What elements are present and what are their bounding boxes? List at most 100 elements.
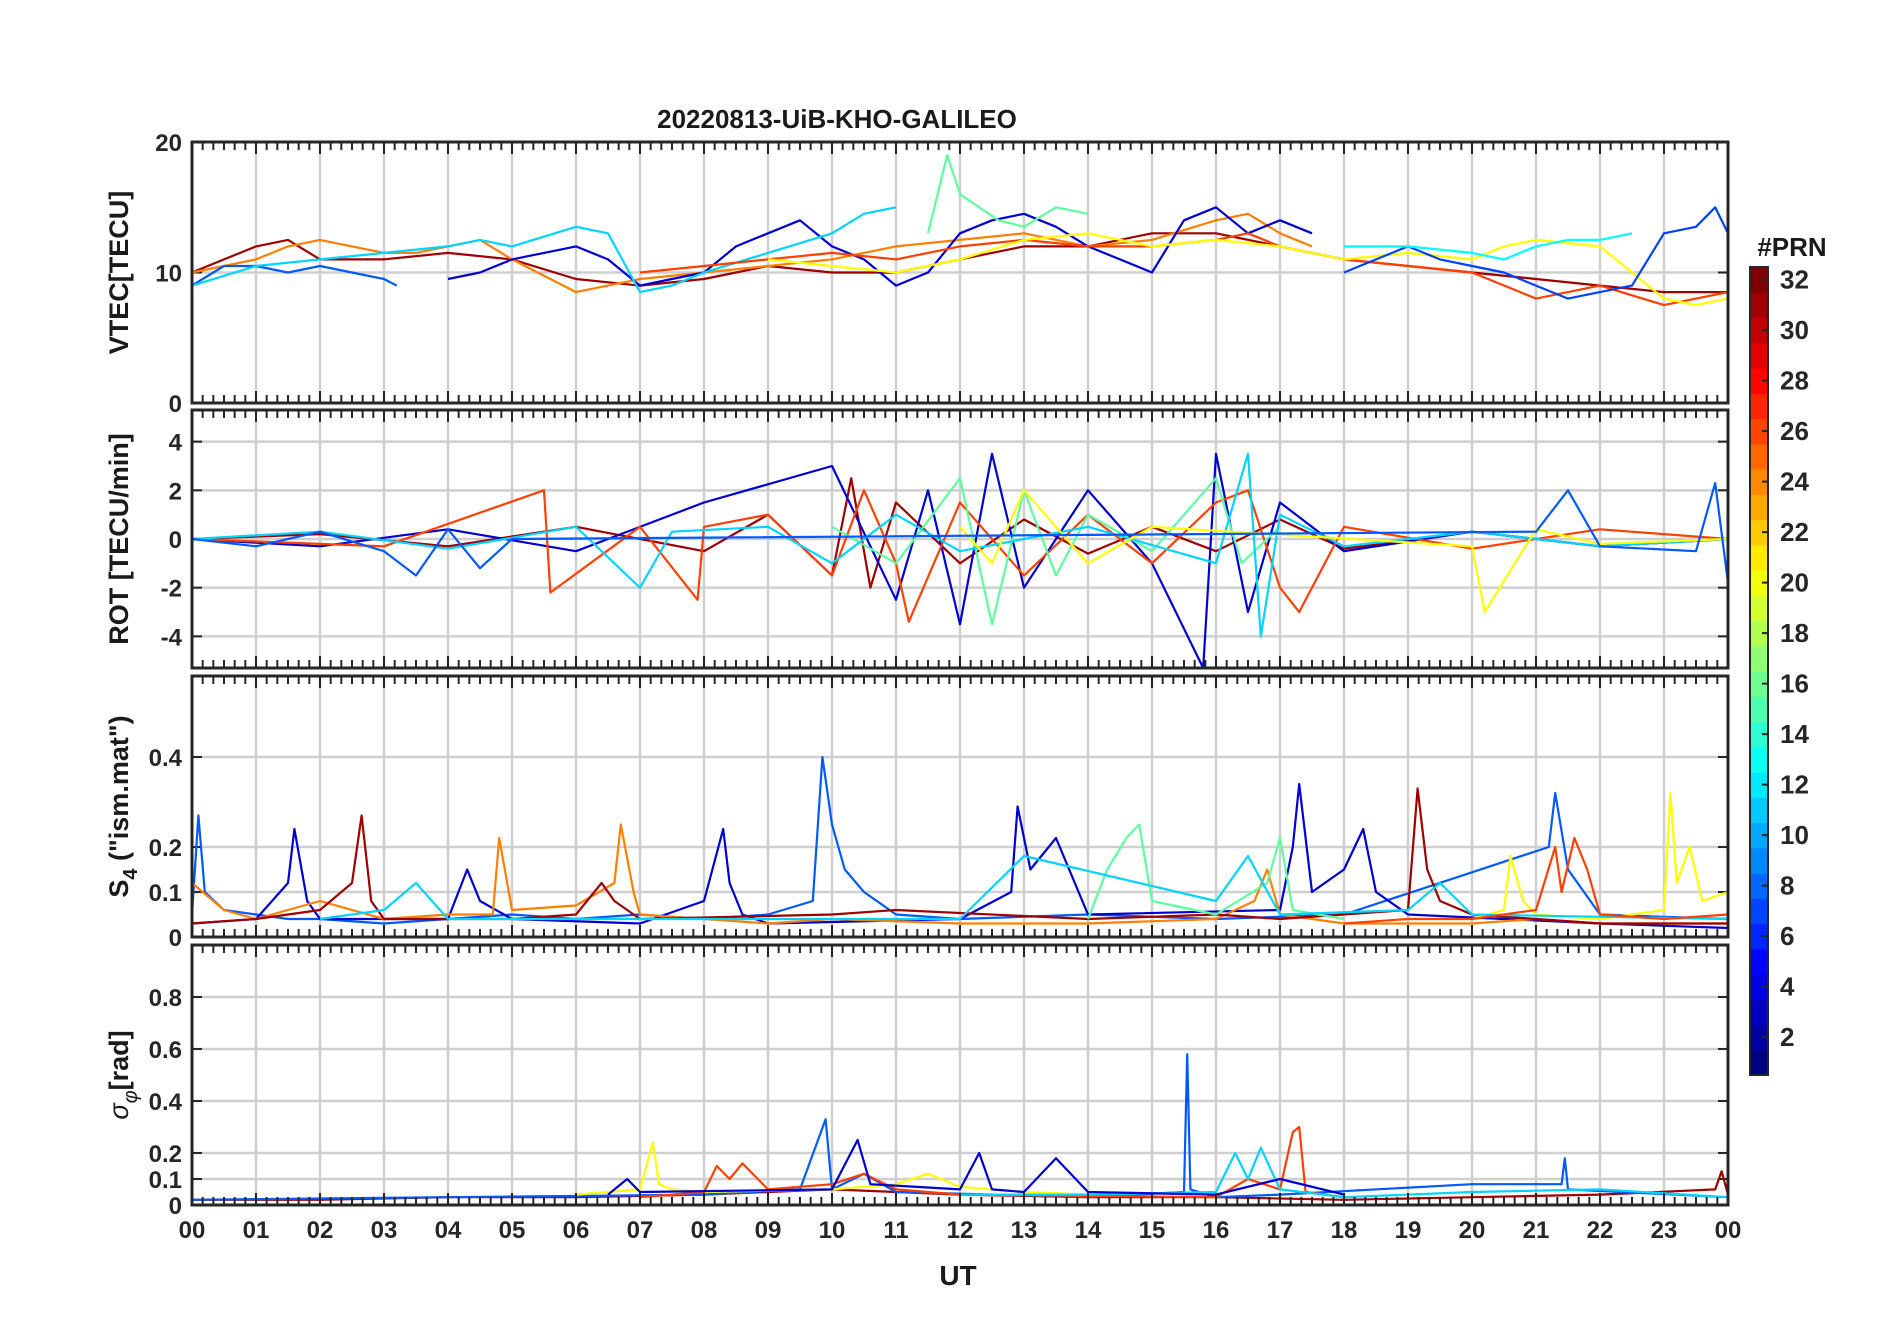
series-line-prn-15 xyxy=(831,477,1281,626)
x-tick-label: 12 xyxy=(947,1217,974,1244)
series-group xyxy=(192,755,1728,930)
colorbar-swatch xyxy=(1750,292,1768,319)
colorbar-swatch xyxy=(1750,418,1768,445)
x-tick-label: 08 xyxy=(691,1217,718,1244)
colorbar-tick-label: 20 xyxy=(1780,568,1809,598)
series-line-prn-15 xyxy=(926,154,1089,234)
series-line-prn-3 xyxy=(447,206,1313,287)
x-tick-label: 22 xyxy=(1587,1217,1614,1244)
colorbar-swatch xyxy=(1750,1024,1768,1051)
x-tick-label: 18 xyxy=(1331,1217,1358,1244)
colorbar-swatch xyxy=(1750,772,1768,798)
colorbar-tick-label: 30 xyxy=(1780,315,1809,345)
series-line-prn-11 xyxy=(192,206,897,294)
series-line-prn-26 xyxy=(639,232,1728,307)
series-line-prn-15 xyxy=(1086,823,1345,921)
colorbar-tick-label: 28 xyxy=(1780,366,1809,396)
x-tick-label: 00 xyxy=(1715,1217,1742,1244)
x-tick-label: 15 xyxy=(1139,1217,1166,1244)
x-tick-label: 20 xyxy=(1459,1217,1486,1244)
colorbar-tick-label: 4 xyxy=(1780,972,1795,1002)
series-line-prn-8 xyxy=(192,481,1728,583)
colorbar-swatch xyxy=(1750,645,1768,672)
series-line-prn-31 xyxy=(192,787,1728,925)
series-line-prn-20 xyxy=(1471,791,1728,921)
colorbar-tick-label: 18 xyxy=(1780,618,1809,648)
axes-frame xyxy=(190,943,1730,1207)
x-tick-label: 07 xyxy=(627,1217,654,1244)
colorbar-swatch xyxy=(1750,721,1768,748)
panel-s4: 0 0.1 0.2 0.4 S4 ("ism.mat") xyxy=(104,674,1730,952)
colorbar-swatch xyxy=(1750,923,1768,950)
axes-frame xyxy=(190,408,1730,670)
series-line-prn-20 xyxy=(767,232,1728,307)
colorbar-swatch xyxy=(1750,696,1768,723)
colorbar-swatch xyxy=(1750,469,1768,495)
colorbar-tick-label: 32 xyxy=(1780,265,1809,295)
series-group xyxy=(192,452,1728,668)
y-tick-label: 0 xyxy=(169,391,182,418)
colorbar-swatch xyxy=(1750,494,1768,521)
y-tick-label: 0 xyxy=(169,925,182,952)
series-group xyxy=(192,154,1728,307)
x-tick-label: 17 xyxy=(1267,1217,1294,1244)
colorbar-swatch xyxy=(1750,267,1768,293)
y-axis-label: S4 ("ism.mat") xyxy=(104,715,142,897)
panel-vtec: 0 10 20 VTEC[TECU] xyxy=(104,130,1730,418)
colorbar-swatch xyxy=(1750,898,1768,925)
colorbar-tick-label: 24 xyxy=(1780,467,1809,497)
chart-title: 20220813-UiB-KHO-GALILEO xyxy=(657,104,1017,134)
colorbar-swatch xyxy=(1750,317,1768,344)
y-tick-label: 0.4 xyxy=(149,745,183,772)
colorbar-swatch xyxy=(1750,1049,1768,1076)
y-tick-label: 0.1 xyxy=(149,1167,182,1194)
series-line-prn-11 xyxy=(319,854,1728,921)
colorbar-swatch xyxy=(1750,671,1768,697)
axes-frame xyxy=(190,674,1730,939)
x-tick-label: 23 xyxy=(1651,1217,1678,1244)
panel-sigma_phi: 00.10.2 0.4 0.6 0.8 σφ[rad] xyxy=(104,943,1730,1220)
colorbar-swatch xyxy=(1750,746,1768,773)
series-line-prn-11 xyxy=(192,452,1728,638)
axes-frame xyxy=(190,140,1730,405)
y-tick-label: 0.4 xyxy=(149,1089,183,1116)
y-tick-label: 4 xyxy=(169,430,183,457)
colorbar-swatch xyxy=(1750,999,1768,1026)
colorbar-swatch xyxy=(1750,822,1768,849)
x-tick-label: 01 xyxy=(243,1217,270,1244)
y-tick-label: -2 xyxy=(161,576,182,603)
y-axis-label: VTEC[TECU] xyxy=(104,191,134,355)
colorbar-swatch xyxy=(1750,797,1768,824)
colorbar-swatch xyxy=(1750,948,1768,975)
y-tick-label: 0.2 xyxy=(149,835,182,862)
series-line-prn-24 xyxy=(192,212,1313,294)
colorbar-swatch xyxy=(1750,342,1768,369)
x-tick-label: 16 xyxy=(1203,1217,1230,1244)
x-tick-label: 09 xyxy=(755,1217,782,1244)
y-tick-label: 0 xyxy=(169,527,182,554)
x-tick-label: 03 xyxy=(371,1217,398,1244)
colorbar-title: #PRN xyxy=(1757,232,1826,262)
series-line-prn-8 xyxy=(192,755,1728,925)
panel-rot: -4 -2 0 2 4 ROT [TECU/min] xyxy=(104,408,1730,670)
x-tick-label: 02 xyxy=(307,1217,334,1244)
series-line-prn-24 xyxy=(192,823,1728,925)
series-line-prn-26 xyxy=(639,1125,1345,1199)
series-line-prn-3 xyxy=(607,1138,1345,1196)
y-tick-label: 0.6 xyxy=(149,1037,182,1064)
colorbar-swatch xyxy=(1750,519,1768,546)
x-tick-label: 04 xyxy=(435,1217,462,1244)
y-tick-label: 20 xyxy=(155,130,182,157)
colorbar-tick-label: 14 xyxy=(1780,719,1809,749)
colorbar-swatch xyxy=(1750,368,1768,394)
series-line-prn-26 xyxy=(1343,836,1728,925)
y-tick-label: 0.1 xyxy=(149,880,182,907)
x-tick-label: 05 xyxy=(499,1217,526,1244)
series-line-prn-6 xyxy=(1343,206,1728,300)
y-tick-label: -4 xyxy=(161,624,183,651)
y-tick-label: 10 xyxy=(155,261,182,288)
x-tick-label: 06 xyxy=(563,1217,590,1244)
